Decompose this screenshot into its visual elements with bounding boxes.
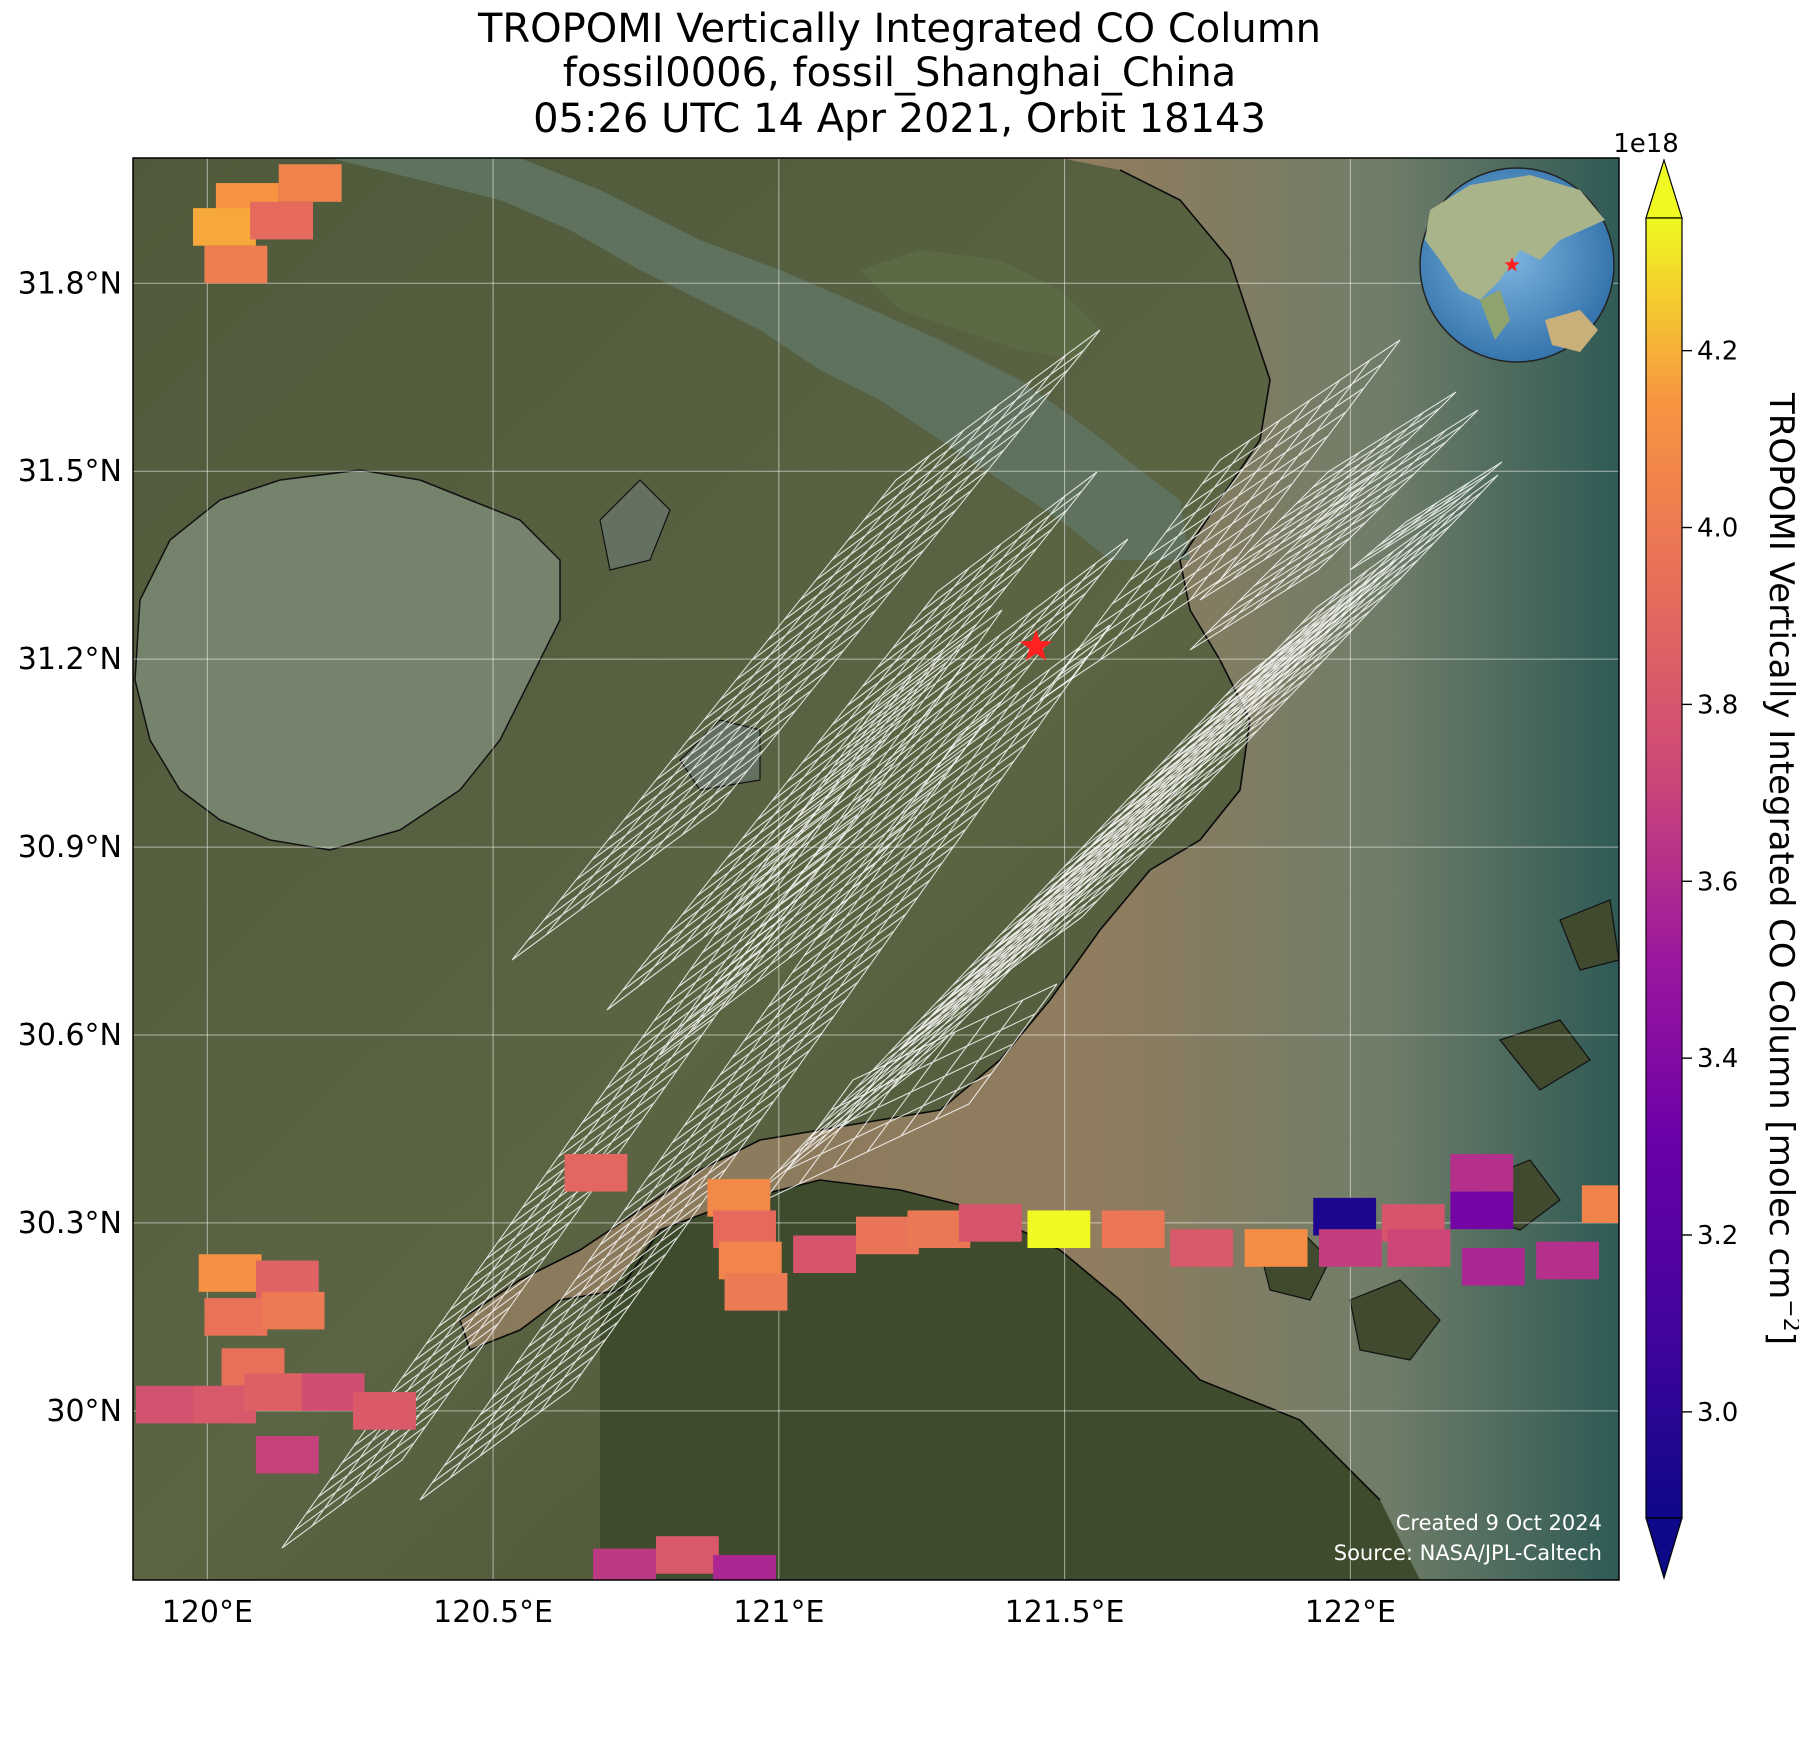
inset-globe bbox=[1419, 167, 1615, 363]
south-shore-land bbox=[600, 1180, 1420, 1580]
co-pixel bbox=[1170, 1229, 1234, 1267]
colorbar-tick-label: 4.0 bbox=[1697, 514, 1738, 544]
basemap bbox=[133, 158, 1619, 1580]
colorbar: 1e18 3.0 3.2 3.4 3.6 3.8 4.0 4.2 TROPOMI Verti… bbox=[1613, 129, 1799, 1581]
lon-tick-label: 121.5°E bbox=[1005, 1595, 1125, 1630]
site-marker-layer bbox=[1019, 629, 1053, 661]
footprint-mesh bbox=[899, 474, 1499, 1051]
footprint-mesh bbox=[606, 471, 1098, 1011]
taihu-lake bbox=[134, 469, 561, 851]
co-pixel bbox=[1536, 1241, 1599, 1280]
globe-australia-landmass bbox=[1545, 310, 1598, 352]
lon-tick-label: 121°E bbox=[733, 1595, 824, 1630]
colorbar-tick-label: 3.8 bbox=[1697, 690, 1738, 720]
lat-tick-label: 30.6°N bbox=[18, 1018, 122, 1053]
co-pixel bbox=[1450, 1191, 1514, 1230]
credit-created: Created 9 Oct 2024 bbox=[1396, 1511, 1602, 1535]
colorbar-extend-top bbox=[1645, 157, 1683, 219]
map-title-line-1: TROPOMI Vertically Integrated CO Column bbox=[477, 6, 1322, 52]
footprint-mesh bbox=[1189, 409, 1479, 651]
co-pixel bbox=[713, 1554, 776, 1580]
co-pixel bbox=[1387, 1229, 1451, 1267]
footprint-mesh bbox=[511, 329, 1101, 961]
co-pixel bbox=[204, 245, 268, 284]
co-pixel bbox=[198, 1254, 262, 1292]
co-pixel bbox=[255, 1435, 319, 1474]
co-pixel bbox=[1318, 1229, 1382, 1267]
globe-asia-landmass bbox=[1425, 175, 1605, 300]
lon-tick-label: 120.5°E bbox=[433, 1595, 553, 1630]
site-marker-star bbox=[1019, 629, 1053, 661]
island bbox=[1559, 899, 1619, 971]
lat-tick-label: 30.3°N bbox=[18, 1206, 122, 1241]
lat-tick-label: 31.5°N bbox=[18, 454, 122, 489]
colorbar-multiplier: 1e18 bbox=[1613, 129, 1679, 159]
latitude-tick-labels: 30°N 30.3°N 30.6°N 30.9°N 31.2°N 31.5°N 31.8°N bbox=[18, 266, 122, 1429]
island bbox=[1349, 1279, 1441, 1361]
lat-tick-label: 31.2°N bbox=[18, 642, 122, 677]
footprint-mesh bbox=[764, 983, 1058, 1201]
colorbar-tick-label: 4.2 bbox=[1697, 337, 1738, 367]
lat-tick-label: 31.8°N bbox=[18, 266, 122, 301]
footprint-mesh bbox=[419, 624, 1111, 1501]
colorbar-ticks: 3.0 3.2 3.4 3.6 3.8 4.0 4.2 bbox=[1682, 337, 1738, 1428]
co-pixel bbox=[250, 201, 314, 240]
coastline bbox=[459, 169, 1381, 1501]
co-pixel bbox=[1244, 1229, 1308, 1267]
colorbar-tick-label: 3.6 bbox=[1697, 867, 1738, 897]
footprint-mesh bbox=[1039, 339, 1401, 701]
lon-tick-label: 122°E bbox=[1305, 1595, 1396, 1630]
globe-site-star bbox=[1504, 257, 1520, 272]
footprint-mesh bbox=[1199, 391, 1457, 601]
yangtze-estuary bbox=[330, 158, 1190, 560]
colorbar-tick-label: 3.2 bbox=[1697, 1221, 1738, 1251]
co-pixel bbox=[1461, 1247, 1525, 1286]
map-frame bbox=[132, 157, 1620, 1581]
co-pixel bbox=[1101, 1210, 1165, 1248]
co-pixel bbox=[261, 1291, 325, 1330]
co-pixel bbox=[1027, 1210, 1091, 1248]
footprint-mesh bbox=[759, 559, 1397, 1191]
co-pixel bbox=[958, 1204, 1022, 1242]
co-pixel bbox=[564, 1154, 628, 1192]
island bbox=[1498, 1019, 1591, 1091]
co-pixel bbox=[278, 164, 342, 202]
co-pixel bbox=[593, 1548, 656, 1580]
colorbar-body bbox=[1645, 217, 1683, 1519]
globe-indochina-landmass bbox=[1480, 290, 1510, 340]
footprint-mesh bbox=[1349, 461, 1503, 571]
small-lake bbox=[599, 479, 671, 571]
map-title-line-2: fossil0006, fossil_Shanghai_China bbox=[562, 50, 1237, 96]
co-pixel bbox=[655, 1536, 719, 1574]
co-pixel bbox=[724, 1273, 788, 1311]
lon-tick-label: 120°E bbox=[162, 1595, 253, 1630]
co-pixel bbox=[1450, 1154, 1514, 1192]
co-pixel bbox=[1581, 1185, 1619, 1223]
co-pixel bbox=[193, 208, 256, 246]
colorbar-label: TROPOMI Vertically Integrated CO Column … bbox=[1761, 392, 1799, 1345]
colorbar-tick-label: 3.4 bbox=[1697, 1044, 1738, 1074]
map-gridlines bbox=[133, 158, 1619, 1580]
lat-tick-label: 30.9°N bbox=[18, 830, 122, 865]
colorbar-extend-bottom bbox=[1645, 1517, 1683, 1581]
sounding-footprint-grid bbox=[281, 329, 1503, 1549]
co-pixel bbox=[204, 1298, 268, 1336]
map-title-line-3: 05:26 UTC 14 Apr 2021, Orbit 18143 bbox=[533, 96, 1266, 142]
footprint-mesh bbox=[659, 538, 1129, 1056]
co-pixel bbox=[244, 1373, 308, 1411]
longitude-tick-labels: 120°E 120.5°E 121°E 121.5°E 122°E bbox=[162, 1595, 1396, 1630]
co-pixel bbox=[135, 1385, 199, 1424]
co-pixel bbox=[793, 1235, 856, 1274]
co-pixel bbox=[353, 1392, 416, 1430]
credit-source: Source: NASA/JPL-Caltech bbox=[1334, 1541, 1602, 1565]
colorbar-tick-label: 3.0 bbox=[1697, 1398, 1738, 1428]
lat-tick-label: 30°N bbox=[46, 1394, 122, 1429]
chongming-island bbox=[860, 250, 1100, 360]
co-pixel-layer bbox=[135, 164, 1619, 1580]
